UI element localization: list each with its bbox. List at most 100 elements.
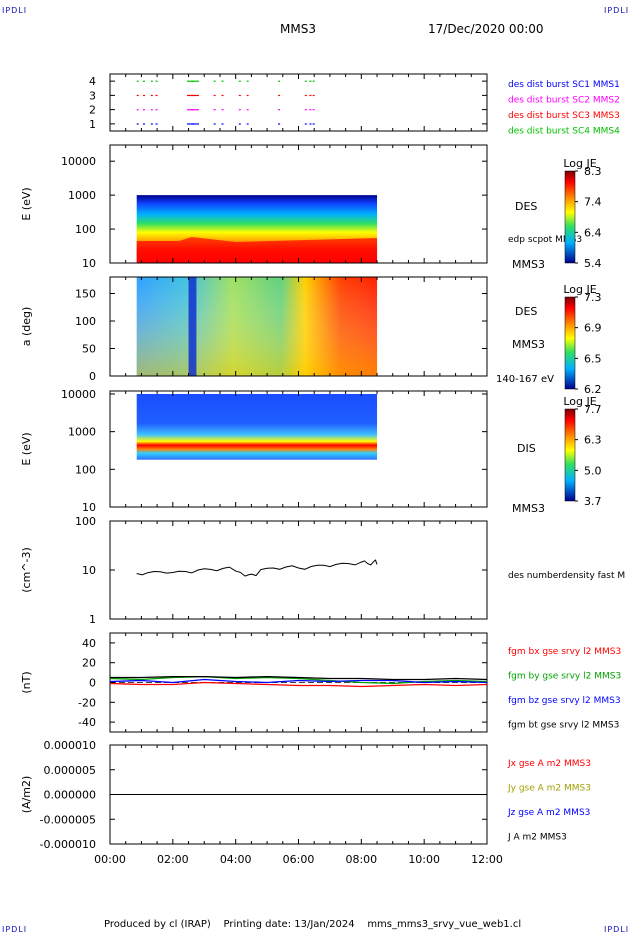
burst-mark [221, 80, 224, 82]
field-line-bt [110, 675, 488, 681]
legend-entry: fgm by gse srvy l2 MMS3 [508, 672, 621, 682]
footer-produced: Produced by cl (IRAP) [104, 919, 211, 930]
ion-spectrogram [136, 393, 378, 460]
burst-mark [312, 94, 315, 97]
colorbar-tick-label: 5.0 [584, 464, 602, 477]
legend-entry: des numberdensity fast M [508, 571, 625, 581]
burst-mark [312, 80, 315, 82]
corner-label-bottom-left: IPDLI [2, 925, 28, 934]
colorbar-title: Log JE [563, 283, 596, 296]
panel-right-sublabel: MMS3 [512, 338, 545, 351]
y-tick-label: 10 [82, 501, 96, 514]
spectrogram-hot-band [136, 237, 378, 263]
panel-right-sublabel: edp scpot MMS3 [508, 235, 582, 245]
legend-entry: fgm bz gse srvy l2 MMS3 [508, 696, 621, 706]
y-tick-label: 0.000010 [44, 739, 97, 752]
colorbar-tick-label: 7.4 [584, 196, 602, 209]
burst-mark [191, 80, 194, 82]
burst-mark [155, 123, 158, 125]
colorbar [564, 296, 576, 390]
burst-mark [150, 94, 153, 97]
y-axis-label: E (eV) [20, 432, 33, 465]
y-axis-label: E (eV) [20, 187, 33, 220]
burst-mark [246, 80, 249, 82]
burst-mark [246, 94, 249, 97]
colorbar-title: Log JE [563, 395, 596, 408]
y-tick-label: 3 [89, 89, 96, 102]
panel-frame [109, 73, 488, 132]
colorbar-tick-label: 6.3 [584, 434, 602, 447]
legend-entry: Jx gse A m2 MMS3 [507, 759, 591, 769]
burst-mark [312, 109, 315, 111]
y-axis-label: (cm^-3) [20, 547, 33, 593]
burst-mark [213, 123, 216, 125]
panel-right-label: DES [515, 305, 537, 318]
field-line-bz [109, 678, 488, 684]
burst-mark [191, 94, 194, 97]
burst-mark [142, 94, 145, 97]
colorbar-tick-label: 7.7 [584, 403, 602, 416]
pitch-angle-overlay [136, 277, 378, 376]
y-tick-label: 1000 [68, 426, 96, 439]
burst-mark [246, 123, 249, 125]
x-tick-label: 04:00 [220, 853, 252, 866]
pitch-angle-gap [188, 277, 197, 376]
burst-mark [150, 123, 153, 125]
y-tick-label: -40 [78, 716, 96, 729]
colorbar-title: Log JE [563, 157, 596, 170]
burst-mark [155, 94, 158, 97]
x-tick-label: 06:00 [283, 853, 315, 866]
legend-entry: Jz gse A m2 MMS3 [507, 808, 590, 818]
y-tick-label: 10 [82, 257, 96, 270]
burst-mark [278, 94, 281, 97]
y-tick-label: -20 [78, 696, 96, 709]
y-tick-label: 100 [75, 515, 96, 528]
burst-mark [155, 80, 158, 82]
burst-mark [142, 109, 145, 111]
burst-mark [136, 80, 139, 82]
y-axis-label: (A/m2) [20, 776, 33, 814]
legend-entry: des dist burst SC2 MMS2 [508, 96, 620, 106]
footer-printing-date: Printing date: 13/Jan/2024 [223, 919, 355, 930]
burst-mark [238, 94, 241, 97]
y-tick-label: 150 [75, 288, 96, 301]
colorbar-tick-label: 6.4 [584, 226, 602, 239]
burst-mark [238, 80, 241, 82]
x-tick-label: 10:00 [408, 853, 440, 866]
burst-mark [304, 94, 307, 97]
burst-mark [191, 123, 194, 125]
panel-right-label: DIS [517, 442, 536, 455]
legend-entry: des dist burst SC4 MMS4 [508, 127, 620, 137]
burst-mark [191, 109, 194, 111]
y-tick-label: 1 [89, 118, 96, 131]
burst-mark [278, 123, 281, 125]
burst-mark [238, 109, 241, 111]
x-tick-label: 02:00 [157, 853, 189, 866]
corner-label-top-left: IPDLI [2, 6, 28, 15]
corner-label-top-right: IPDLI [604, 6, 630, 15]
legend-entry: Jy gse A m2 MMS3 [507, 784, 591, 794]
y-tick-label: 0.000005 [44, 764, 97, 777]
footer: Produced by cl (IRAP) Printing date: 13/… [104, 919, 521, 930]
y-axis-label: (nT) [20, 671, 33, 693]
burst-mark [136, 109, 139, 111]
colorbar-tick-label: 6.5 [584, 352, 602, 365]
x-tick-label: 00:00 [94, 853, 126, 866]
y-tick-label: 1000 [68, 189, 96, 202]
burst-mark [150, 109, 153, 111]
field-line-by [109, 675, 488, 685]
header-spacecraft: MMS3 [280, 22, 316, 36]
burst-mark [304, 123, 307, 125]
colorbar-tick-label: 6.9 [584, 322, 602, 335]
legend-entry: J A m2 MMS3 [507, 833, 567, 843]
y-tick-label: 2 [89, 104, 96, 117]
y-tick-label: 100 [75, 463, 96, 476]
panel-right-label: DES [515, 200, 537, 213]
x-tick-label: 12:00 [471, 853, 503, 866]
panel-frame [109, 520, 488, 620]
y-tick-label: 100 [75, 315, 96, 328]
x-tick-label: 08:00 [345, 853, 377, 866]
panel-corner-label: MMS3 [512, 258, 545, 271]
